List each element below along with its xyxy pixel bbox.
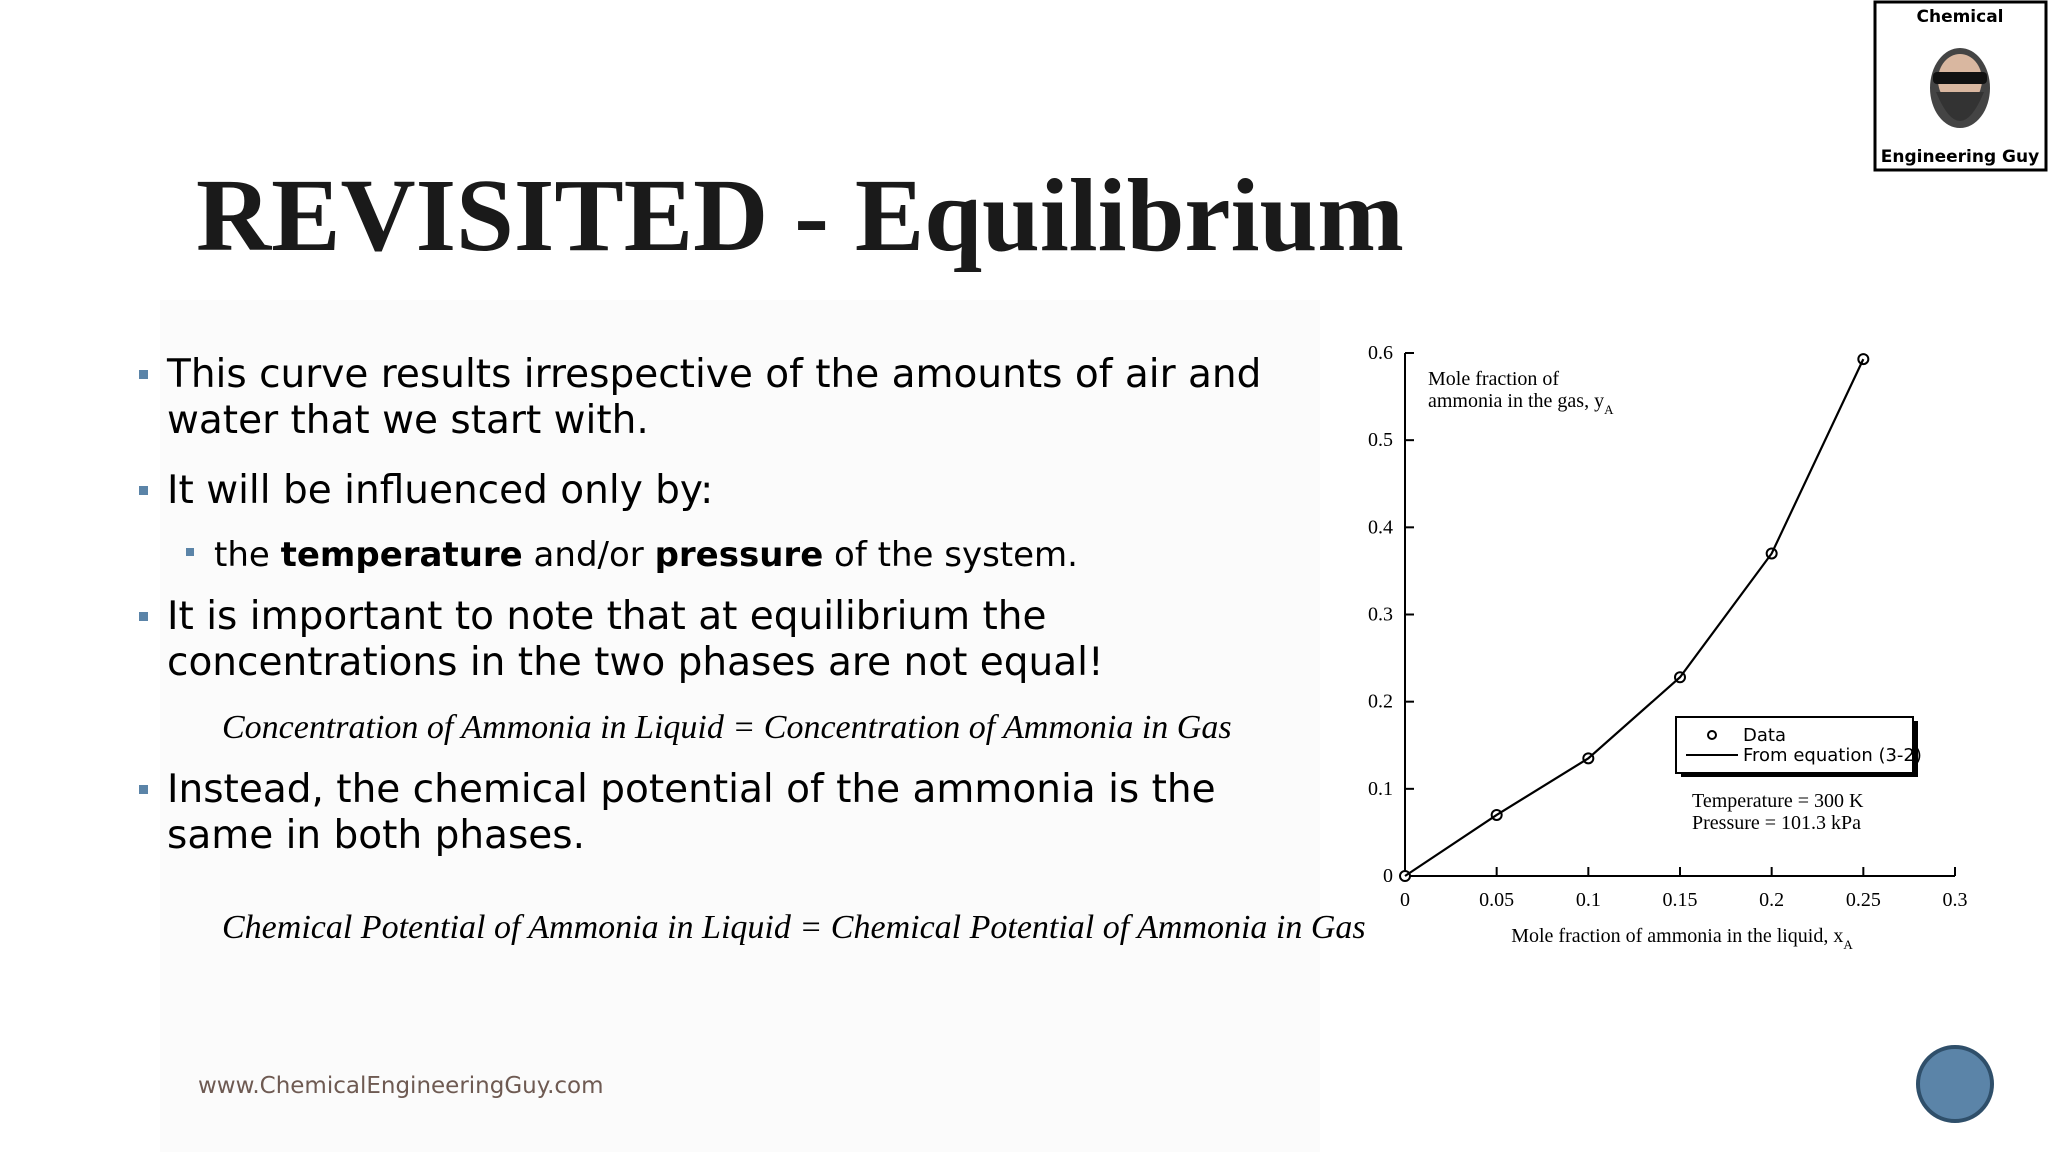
x-tick-label: 0.05 (1479, 889, 1514, 911)
sub-bullet-part: temperature (281, 535, 523, 575)
equation: Chemical Potential of Ammonia in Liquid … (222, 909, 1366, 946)
x-axis-label: Mole fraction of ammonia in the liquid, … (1511, 925, 1853, 952)
x-tick-label: 0.3 (1943, 889, 1968, 911)
logo-frame (1873, 0, 2048, 172)
logo: Chemical Engineering Guy (1873, 0, 2048, 172)
logo-glasses (1933, 72, 1987, 84)
x-tick-label: 0.25 (1846, 889, 1881, 911)
bullet-marker (139, 486, 148, 495)
bullet-text: It is important to note that at equilibr… (167, 594, 1047, 639)
equation: Concentration of Ammonia in Liquid = Con… (222, 709, 1232, 746)
y-axis-label-text: ammonia in the gas, y (1428, 390, 1604, 412)
logo-bottom: Engineering Guy (1881, 147, 2039, 167)
bullet-text: This curve results irrespective of the a… (166, 352, 1261, 397)
y-tick-label: 0.5 (1368, 429, 1393, 451)
chart-note: Temperature = 300 K (1692, 790, 1864, 812)
legend-marker (1707, 730, 1717, 740)
bullet-text: same in both phases. (167, 813, 585, 858)
x-tick-label: 0.1 (1576, 889, 1601, 911)
y-tick-label: 0 (1383, 865, 1393, 887)
y-tick-label: 0.1 (1368, 778, 1393, 800)
y-axis-label: Mole fraction of (1428, 368, 1559, 390)
legend-box (1675, 716, 1914, 774)
legend-label: From equation (3-2) (1743, 745, 1922, 766)
bullet-marker (139, 785, 148, 794)
sub-bullet-part: of the system. (823, 535, 1078, 575)
y-axis-label-subscript: A (1604, 402, 1614, 417)
x-tick-label: 0.15 (1663, 889, 1698, 911)
x-tick-label: 0.2 (1759, 889, 1784, 911)
x-axis-label-subscript: A (1843, 937, 1853, 952)
x-tick-label: 0 (1400, 889, 1410, 911)
x-axis-label-text: Mole fraction of ammonia in the liquid, … (1511, 925, 1843, 947)
y-tick-label: 0.6 (1368, 342, 1393, 364)
logo-beard (1936, 92, 1984, 121)
legend-label: Data (1743, 725, 1786, 746)
curve (1404, 358, 1865, 877)
bullet-text: Instead, the chemical potential of the a… (167, 767, 1216, 812)
panel (160, 300, 1320, 1152)
nav-button[interactable] (1916, 1045, 1994, 1123)
sub-bullet-part: pressure (655, 535, 824, 575)
logo-top: Chemical (1916, 7, 2003, 27)
bullet-text: concentrations in the two phases are not… (167, 640, 1104, 685)
y-tick-label: 0.4 (1368, 516, 1393, 538)
y-tick-label: 0.3 (1368, 604, 1393, 626)
bullet-marker (139, 370, 148, 379)
y-axis-label: ammonia in the gas, yA (1428, 390, 1614, 417)
chart-note: Pressure = 101.3 kPa (1692, 812, 1861, 834)
sub-bullet-part: the (214, 535, 281, 575)
bullet-marker (139, 612, 148, 621)
sub-bullet-text: the temperature and/or pressure of the s… (214, 535, 1078, 575)
bullet-text: It will be influenced only by: (167, 468, 713, 513)
sub-bullet-part: and/or (523, 535, 655, 575)
bullet-text: water that we start with. (167, 398, 649, 443)
y-tick-label: 0.2 (1368, 691, 1393, 713)
footer: www.ChemicalEngineeringGuy.com (198, 1073, 604, 1099)
sub-bullet-marker (186, 548, 194, 556)
title: REVISITED - Equilibrium (196, 158, 1404, 273)
y-axis-label-text: Mole fraction of (1428, 368, 1559, 390)
